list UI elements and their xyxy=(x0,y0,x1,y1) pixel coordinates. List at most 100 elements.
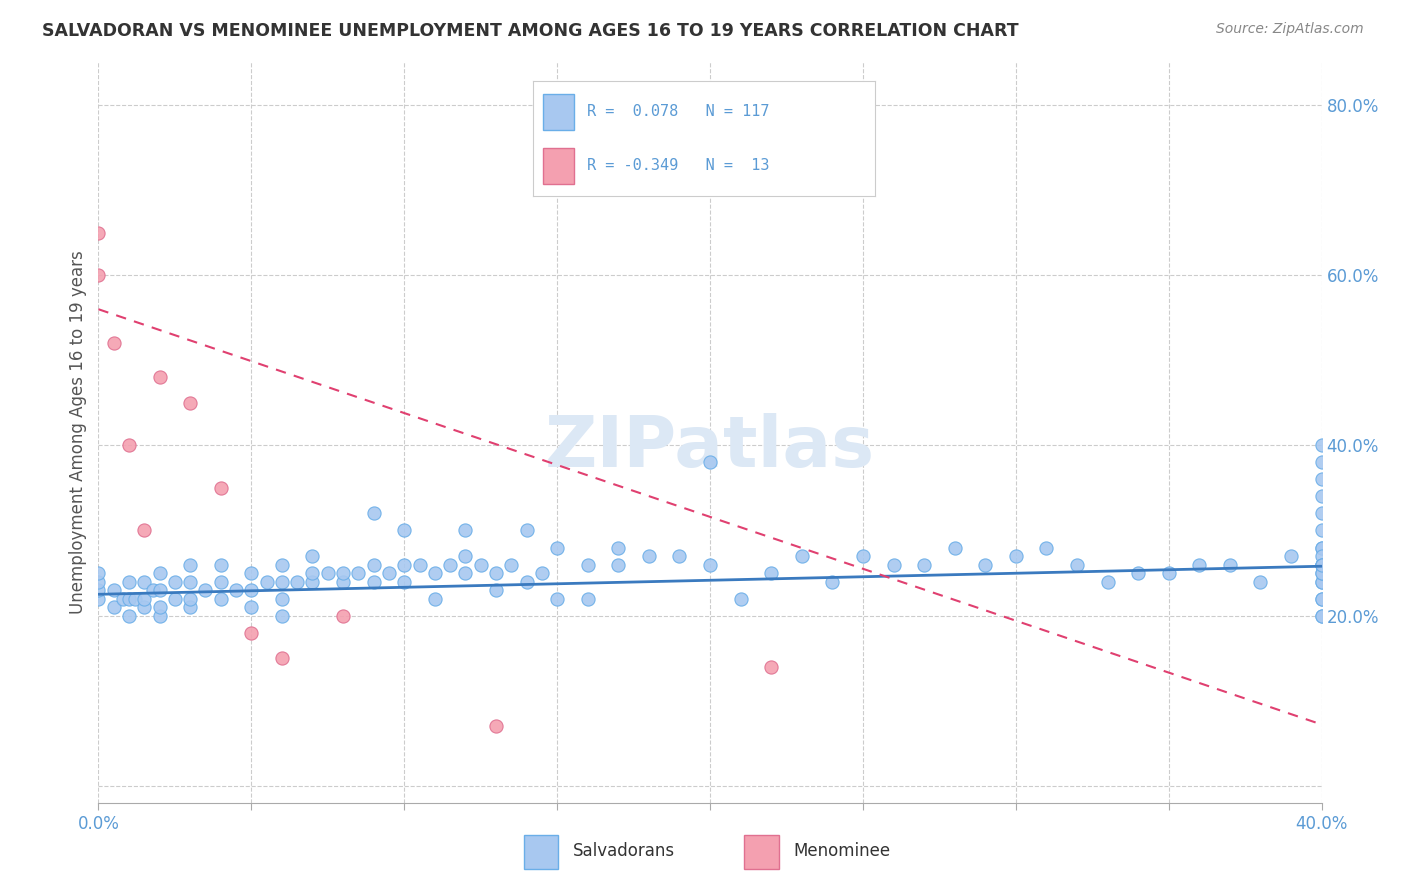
Point xyxy=(332,566,354,580)
Point xyxy=(124,591,146,606)
Point xyxy=(607,541,630,555)
Point xyxy=(118,574,141,589)
Point xyxy=(1310,455,1333,469)
Point xyxy=(240,625,263,640)
Point xyxy=(149,566,172,580)
Point xyxy=(134,524,156,538)
Point xyxy=(668,549,690,563)
Point xyxy=(87,582,110,597)
Point xyxy=(1310,438,1333,452)
Point xyxy=(163,591,186,606)
Point xyxy=(485,719,508,733)
Point xyxy=(454,524,477,538)
Point xyxy=(240,582,263,597)
Point xyxy=(270,591,292,606)
Point xyxy=(454,549,477,563)
Point xyxy=(1310,549,1333,563)
Point xyxy=(1066,558,1088,572)
Point xyxy=(270,574,292,589)
Point xyxy=(943,541,966,555)
Point xyxy=(1310,490,1333,504)
Point xyxy=(149,600,172,615)
Point xyxy=(546,591,568,606)
Point xyxy=(912,558,935,572)
Point xyxy=(149,608,172,623)
Point xyxy=(485,582,508,597)
Point xyxy=(1310,558,1333,572)
Point xyxy=(270,608,292,623)
Point xyxy=(454,566,477,580)
Point xyxy=(1310,574,1333,589)
Point xyxy=(118,608,141,623)
Point xyxy=(699,455,721,469)
Point xyxy=(149,370,172,384)
Point xyxy=(240,566,263,580)
Point xyxy=(546,541,568,555)
Point xyxy=(423,591,446,606)
Point xyxy=(301,549,323,563)
Point xyxy=(142,582,165,597)
Point xyxy=(1310,591,1333,606)
Point xyxy=(179,600,201,615)
Point xyxy=(607,558,630,572)
Point xyxy=(149,582,172,597)
Point xyxy=(1188,558,1211,572)
Point xyxy=(179,558,201,572)
Point xyxy=(118,591,141,606)
Point xyxy=(759,566,782,580)
Point xyxy=(392,524,416,538)
Point xyxy=(179,574,201,589)
Point xyxy=(209,558,232,572)
Point xyxy=(270,558,292,572)
Point xyxy=(209,481,232,495)
Point xyxy=(1310,566,1333,580)
Point xyxy=(103,600,125,615)
Point xyxy=(1310,541,1333,555)
Point xyxy=(225,582,247,597)
Point xyxy=(637,549,661,563)
Point xyxy=(1310,608,1333,623)
Point xyxy=(1310,591,1333,606)
Point xyxy=(790,549,813,563)
Point xyxy=(883,558,905,572)
Text: ZIPatlas: ZIPatlas xyxy=(546,413,875,482)
Point xyxy=(1310,574,1333,589)
Point xyxy=(1310,541,1333,555)
Point xyxy=(316,566,339,580)
Point xyxy=(347,566,370,580)
Point xyxy=(378,566,401,580)
Point xyxy=(111,591,134,606)
Point xyxy=(439,558,461,572)
Point xyxy=(363,558,385,572)
Point xyxy=(103,336,125,351)
Point xyxy=(1310,558,1333,572)
Point xyxy=(209,591,232,606)
Point xyxy=(1128,566,1150,580)
Point xyxy=(256,574,278,589)
Point xyxy=(576,558,599,572)
Point xyxy=(163,574,186,589)
Point xyxy=(530,566,553,580)
Point xyxy=(1310,558,1333,572)
Point xyxy=(821,574,844,589)
Point xyxy=(852,549,875,563)
Point xyxy=(209,574,232,589)
Point xyxy=(1310,507,1333,521)
Point xyxy=(974,558,997,572)
Point xyxy=(332,574,354,589)
Point xyxy=(87,591,110,606)
Point xyxy=(301,566,323,580)
Point xyxy=(1157,566,1180,580)
Point xyxy=(1279,549,1302,563)
Point xyxy=(1004,549,1026,563)
Point xyxy=(1097,574,1119,589)
Point xyxy=(392,574,416,589)
Point xyxy=(1219,558,1241,572)
Point xyxy=(576,591,599,606)
Y-axis label: Unemployment Among Ages 16 to 19 years: Unemployment Among Ages 16 to 19 years xyxy=(69,251,87,615)
Point xyxy=(1310,566,1333,580)
Point xyxy=(194,582,217,597)
Point xyxy=(87,566,110,580)
Point xyxy=(1310,524,1333,538)
Point xyxy=(1310,472,1333,486)
